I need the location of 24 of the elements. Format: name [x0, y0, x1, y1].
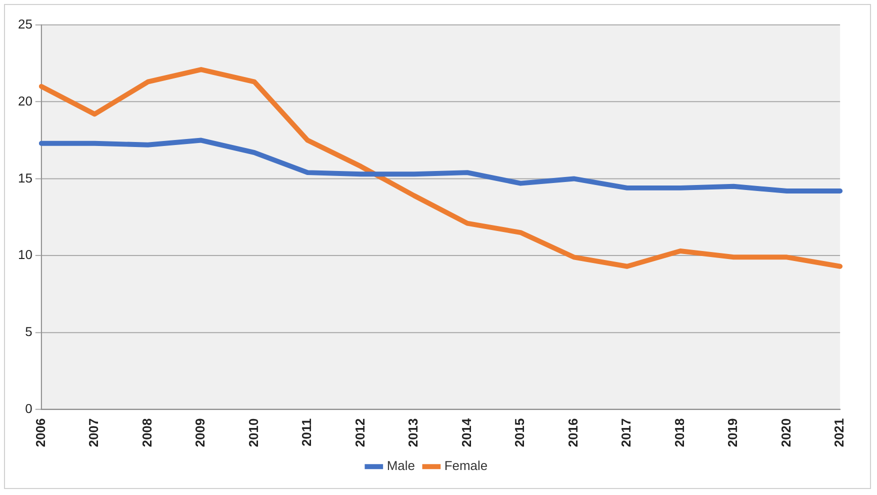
y-tick-label: 5	[25, 324, 32, 340]
x-tick-label: 2018	[672, 418, 687, 448]
x-tick-label: 2020	[778, 418, 794, 448]
x-tick-label: 2012	[352, 418, 368, 448]
x-tick-label: 2021	[832, 418, 847, 448]
y-tick-label: 10	[18, 247, 32, 262]
y-tick-label: 25	[18, 16, 32, 32]
y-tick-label: 0	[25, 400, 32, 416]
x-tick-label: 2007	[86, 418, 102, 448]
x-tick-label: 2019	[725, 418, 740, 448]
x-tick-label: 2008	[139, 418, 154, 448]
y-tick-label: 15	[18, 170, 32, 186]
x-tick-label: 2014	[458, 418, 474, 448]
x-tick-label: 2011	[299, 418, 314, 446]
x-tick-label: 2006	[32, 418, 48, 448]
y-tick-label: 20	[18, 93, 32, 108]
x-tick-label: 2010	[246, 418, 261, 448]
x-tick-label: 2013	[406, 418, 421, 448]
x-tick-label: 2016	[565, 418, 580, 448]
x-tick-label: 2015	[512, 418, 528, 448]
x-tick-label: 2009	[192, 418, 208, 448]
legend-label: Male	[386, 458, 415, 474]
x-tick-label: 2017	[618, 418, 634, 448]
legend-label: Female	[444, 458, 488, 474]
